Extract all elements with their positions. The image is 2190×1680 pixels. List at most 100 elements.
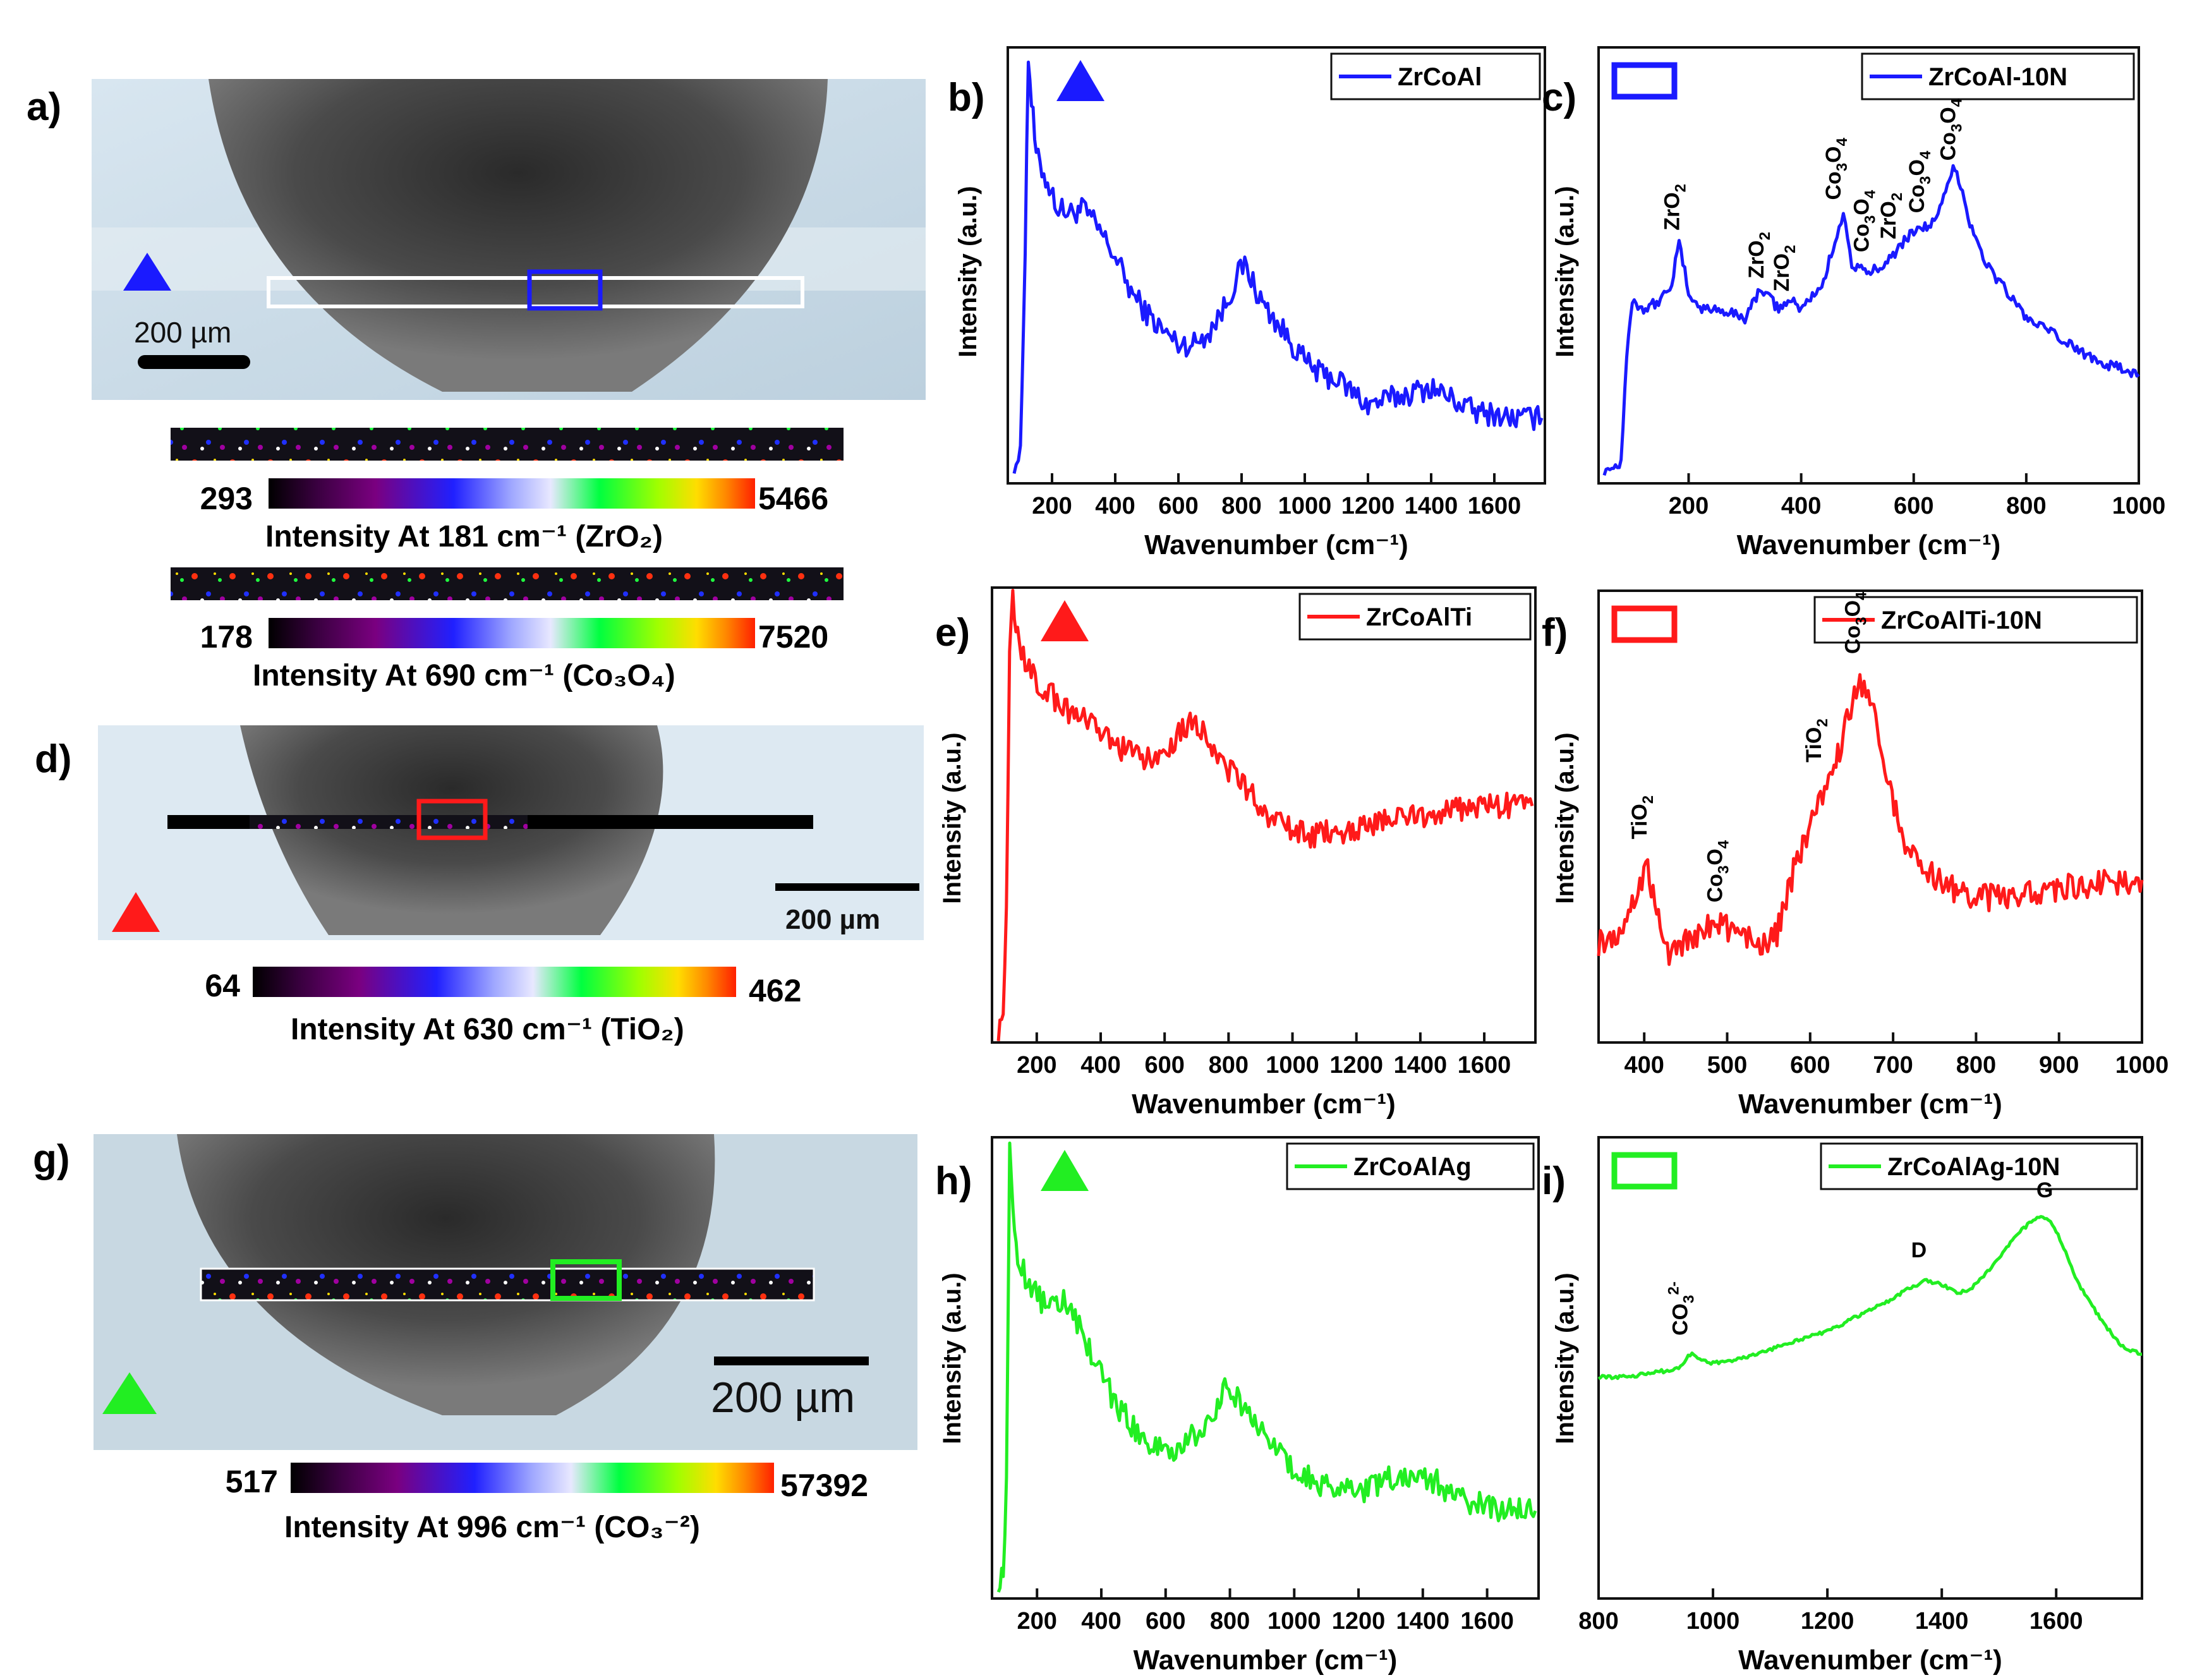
colorbar-tio2-max: 462	[749, 973, 801, 1008]
x-tick-label: 400	[1781, 493, 1821, 519]
peak-annotation: ZrO2	[1745, 232, 1774, 279]
axes-frame	[1597, 589, 2143, 1044]
peak-annotation: ZrO2	[1877, 193, 1906, 239]
x-tick-label: 600	[1158, 493, 1198, 519]
x-tick-label: 200	[1032, 493, 1072, 519]
colorbar-co3o4: 178 7520 Intensity At 690 cm⁻¹ (Co₃O₄)	[200, 618, 828, 692]
colorbar-zro2-max: 5466	[758, 481, 828, 516]
spectrum-line-ZrCoAlAg-10N	[1597, 1215, 2143, 1381]
scale-bar-a-label: 200 µm	[134, 316, 231, 349]
x-tick-label: 1200	[1341, 493, 1395, 519]
x-axis-label: Wavenumber (cm⁻¹)	[1738, 1645, 2002, 1676]
colorbar-co3-gradient	[291, 1463, 774, 1493]
legend-label: ZrCoAl	[1398, 63, 1482, 91]
colorbar-co3-title: Intensity At 996 cm⁻¹ (CO₃⁻²)	[284, 1511, 700, 1544]
colorbar-co3o4-max: 7520	[758, 619, 828, 655]
colorbar-co3: 517 57392 Intensity At 996 cm⁻¹ (CO₃⁻²)	[226, 1463, 868, 1544]
x-tick-label: 900	[2039, 1052, 2079, 1079]
scale-bar-g	[714, 1357, 869, 1365]
x-tick-label: 600	[1790, 1052, 1830, 1079]
y-axis-label: Intensity (a.u.)	[954, 186, 982, 357]
map-line-d-signal	[250, 815, 528, 829]
peak-annotation: G	[2036, 1178, 2053, 1202]
spectrum-line-ZrCoAl-10N	[1602, 164, 2140, 476]
colorbar-tio2: 64 462 Intensity At 630 cm⁻¹ (TiO₂)	[205, 967, 801, 1046]
panel-e-label: e)	[935, 611, 970, 655]
peak-annotation: ZrO2	[1770, 245, 1799, 292]
spectrum-line-ZrCoAlAg	[996, 1141, 1537, 1593]
x-tick-label: 800	[1210, 1608, 1250, 1635]
legend-box	[1813, 596, 2138, 644]
spectrum-line-ZrCoAlTi-10N	[1597, 673, 2144, 966]
peak-annotation: CO32-	[1665, 1281, 1697, 1336]
green-triangle-marker-g	[102, 1372, 157, 1414]
y-axis-label: Intensity (a.u.)	[1551, 1272, 1579, 1444]
micrograph-a-sample	[209, 79, 828, 392]
spectrum-panel-h: h) 200 400 600 800 1000 1200 1400 1600 Wavenumber…	[935, 1136, 1540, 1676]
legend-label: ZrCoAl-10N	[1928, 63, 2067, 91]
rectangle-marker-icon	[1611, 1152, 1678, 1190]
x-tick-label: 1200	[1801, 1608, 1854, 1635]
legend-label: ZrCoAlAg	[1353, 1153, 1472, 1181]
colorbar-tio2-title: Intensity At 630 cm⁻¹ (TiO₂)	[291, 1013, 684, 1046]
colorbar-zro2-gradient	[269, 478, 755, 509]
triangle-marker-icon	[1041, 1150, 1089, 1191]
peak-annotation: TiO2	[1628, 795, 1657, 839]
x-tick-label: 400	[1081, 1608, 1121, 1635]
y-axis-label: Intensity (a.u.)	[938, 732, 966, 903]
x-axis-label: Wavenumber (cm⁻¹)	[1144, 529, 1408, 560]
x-tick-label: 800	[1209, 1052, 1249, 1079]
panel-d: d) 200 µm	[35, 725, 924, 940]
micrograph-d-sample	[240, 725, 663, 935]
x-tick-label: 1600	[1458, 1052, 1511, 1079]
legend-label: ZrCoAlAg-10N	[1887, 1153, 2060, 1181]
spectrum-panel-f: f) 400 500 600 700 800 900 1000 Wavenumber (cm⁻¹…	[1542, 589, 2169, 1120]
legend-label: ZrCoAlTi	[1366, 603, 1472, 631]
map-roi-g	[550, 1259, 622, 1301]
y-axis-label: Intensity (a.u.)	[938, 1272, 966, 1444]
x-tick-label: 1000	[1278, 493, 1332, 519]
rectangle-marker-icon	[1611, 605, 1678, 643]
scale-bar-g-label: 200 µm	[711, 1374, 855, 1422]
intensity-map-zro2	[171, 428, 844, 461]
colorbar-co3o4-gradient	[269, 618, 755, 648]
panel-b-label: b)	[948, 76, 985, 119]
colorbar-tio2-min: 64	[205, 968, 240, 1003]
x-axis-label: Wavenumber (cm⁻¹)	[1134, 1645, 1398, 1676]
x-axis-label: Wavenumber (cm⁻¹)	[1738, 1089, 2002, 1120]
panel-c-label: c)	[1542, 76, 1576, 119]
spectrum-line-ZrCoAl	[1012, 60, 1544, 474]
peak-annotation: Co3O4	[1937, 98, 1966, 160]
intensity-map-co3o4	[171, 567, 844, 600]
triangle-marker-icon	[1056, 60, 1104, 101]
x-tick-label: 1000	[1686, 1608, 1740, 1635]
colorbar-co3o4-title: Intensity At 690 cm⁻¹ (Co₃O₄)	[253, 659, 675, 692]
y-axis-label: Intensity (a.u.)	[1551, 732, 1579, 903]
spectrum-panel-b: b) 200 400 600 800 1000 1200 1400 1600 Wavenumber…	[948, 46, 1546, 560]
x-tick-label: 800	[1578, 1608, 1618, 1635]
x-tick-label: 1600	[2030, 1608, 2083, 1635]
axes-frame	[1597, 1136, 2143, 1600]
colorbar-co3o4-min: 178	[200, 619, 253, 655]
x-tick-label: 1400	[1394, 1052, 1448, 1079]
x-tick-label: 1000	[2115, 1052, 2169, 1079]
axes-frame	[1007, 46, 1546, 485]
x-tick-label: 1200	[1329, 1052, 1383, 1079]
colorbar-zro2: 293 5466 Intensity At 181 cm⁻¹ (ZrO₂)	[200, 478, 828, 553]
axes-frame	[991, 1136, 1540, 1600]
peak-annotation: Co3O4	[1905, 150, 1934, 213]
x-tick-label: 1400	[1405, 493, 1458, 519]
panel-i-label: i)	[1542, 1159, 1566, 1203]
x-tick-label: 800	[2006, 493, 2046, 519]
x-tick-label: 200	[1017, 1608, 1057, 1635]
spectrum-panel-e: e) 200 400 600 800 1000 1200 1400 1600 Wavenumber…	[935, 586, 1537, 1120]
peak-annotation: ZrO2	[1660, 184, 1689, 231]
map-line-g	[200, 1267, 815, 1302]
colorbar-zro2-title: Intensity At 181 cm⁻¹ (ZrO₂)	[265, 520, 663, 553]
panel-a: a) 200 µm	[27, 79, 926, 400]
spectrum-panel-c: c) 200 400 600 800 1000 Wavenumber (cm⁻¹) Inten…	[1542, 46, 2165, 560]
spectrum-panel-i: i) 800 1000 1200 1400 1600 Wavenumber (cm⁻¹) In…	[1542, 1136, 2143, 1676]
x-tick-label: 400	[1080, 1052, 1120, 1079]
peak-annotation: Co3O4	[1822, 137, 1851, 200]
